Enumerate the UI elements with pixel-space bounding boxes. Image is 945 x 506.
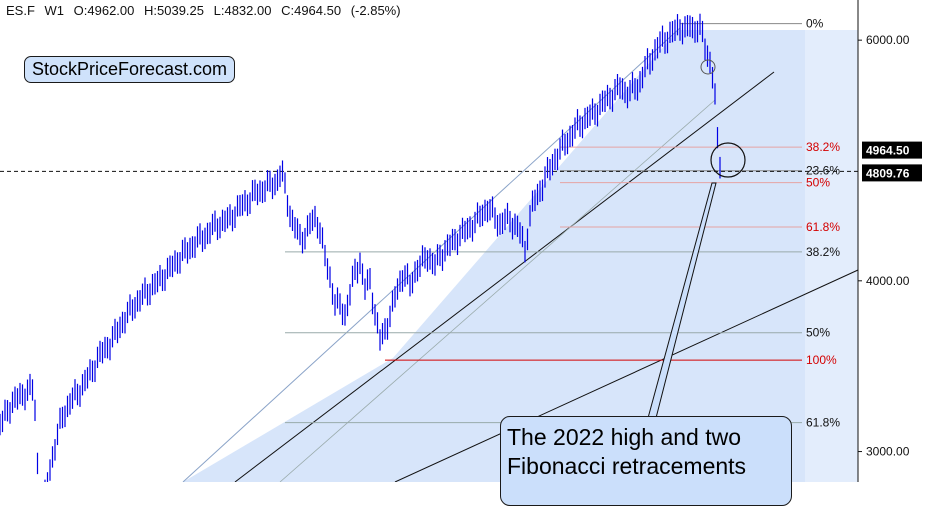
fib-label: 0% <box>806 17 824 31</box>
fib-label: 23.6% <box>806 164 840 178</box>
close-value: C:4964.50 <box>281 3 342 18</box>
open-value: O:4962.00 <box>73 3 135 18</box>
fib-label: 61.8% <box>806 416 840 430</box>
price-tag-label: 4964.50 <box>866 144 910 158</box>
symbol-label: ES.F <box>6 3 35 18</box>
change-value: (-2.85%) <box>350 3 401 18</box>
trendline-upper <box>234 71 775 482</box>
interval-label: W1 <box>44 3 65 18</box>
fib-label: 50% <box>806 176 830 190</box>
price-chart: 0%38.2%23.6%50%61.8%38.2%50%100%61.8%600… <box>0 0 922 482</box>
trendline-lower <box>394 269 859 482</box>
high-circle <box>700 59 716 75</box>
price-tag-bg <box>862 141 922 159</box>
fib-label: 38.2% <box>806 245 840 259</box>
brand-watermark: StockPriceForecast.com <box>24 56 236 83</box>
channel-upper-line <box>182 27 681 482</box>
channel-mid-line <box>279 99 716 482</box>
price-bars <box>0 13 721 482</box>
fib-label: 61.8% <box>806 220 840 234</box>
ohlc-header: ES.F W1 O:4962.00 H:5039.25 L:4832.00 C:… <box>6 3 407 18</box>
high-value: H:5039.25 <box>144 3 204 18</box>
annotation-callout: The 2022 high and two Fibonacci retracem… <box>500 416 792 506</box>
low-value: L:4832.00 <box>213 3 272 18</box>
highlight-circle <box>710 142 746 178</box>
fib-label: 38.2% <box>806 140 840 154</box>
fib-label: 100% <box>806 353 837 367</box>
y-axis-tick-label: 4000.00 <box>866 274 910 288</box>
channel-inner-fill <box>183 30 805 482</box>
y-axis-tick-label: 3000.00 <box>866 445 910 459</box>
price-tag-label: 4809.76 <box>866 166 910 180</box>
fib-label: 50% <box>806 326 830 340</box>
y-axis-tick-label: 6000.00 <box>866 33 910 47</box>
price-tag-bg <box>862 164 922 182</box>
